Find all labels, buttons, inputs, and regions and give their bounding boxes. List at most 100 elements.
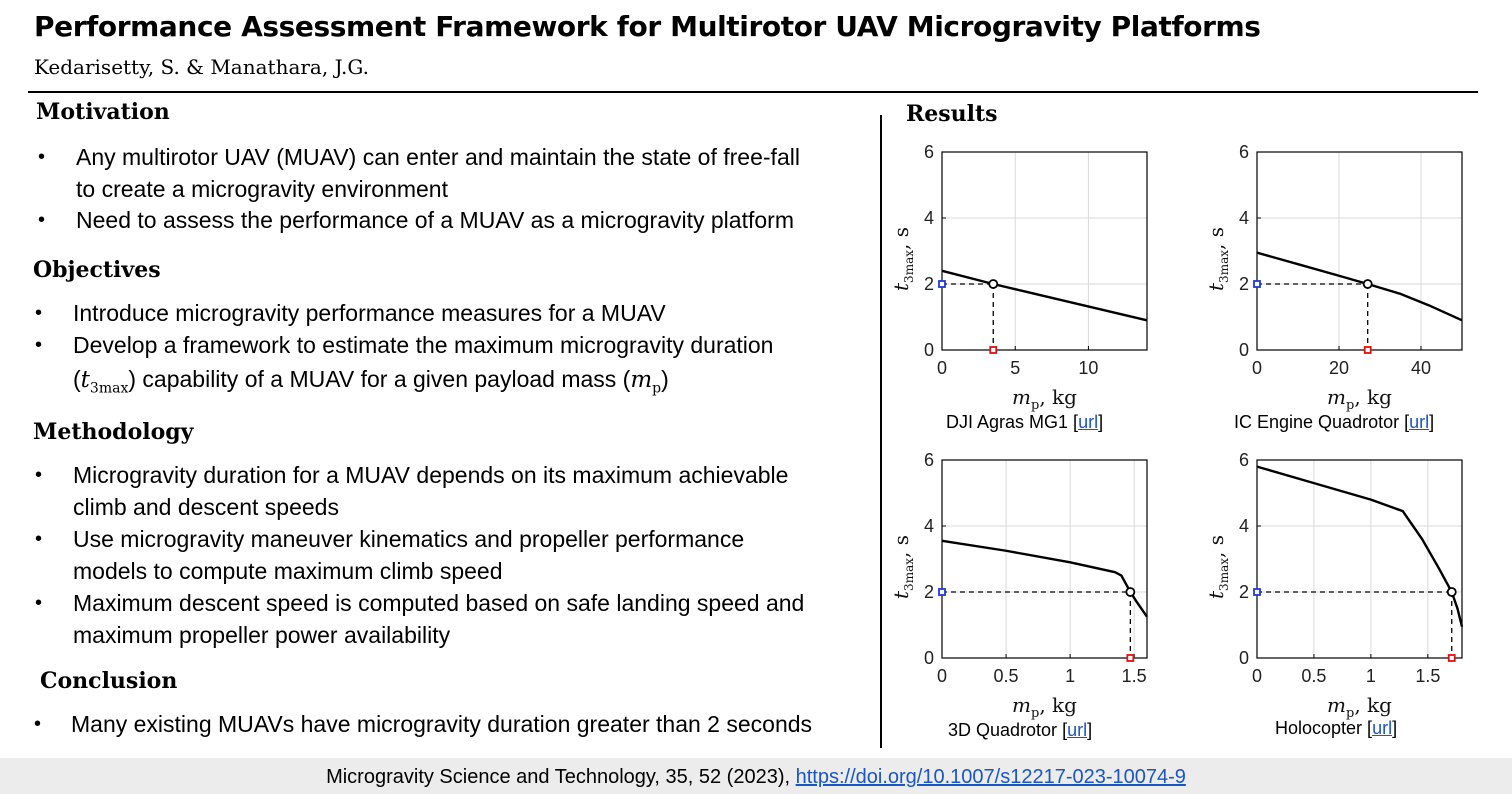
y-tick-label: 0 <box>1239 340 1249 360</box>
x-axis-label: mp, kg <box>1327 385 1392 413</box>
bullet-text: Any multirotor UAV (MUAV) can enter and … <box>76 144 800 170</box>
url-link[interactable]: url <box>1067 720 1088 740</box>
x-tick-label: 0 <box>937 666 947 686</box>
x-tick-label: 1.5 <box>1122 666 1147 686</box>
x-tick-label: 0 <box>1252 666 1262 686</box>
y-axis-marker <box>1253 280 1261 288</box>
x-axis-marker <box>1363 346 1372 354</box>
bullet-text: Use microgravity maneuver kinematics and… <box>73 526 745 552</box>
bullet-text: Develop a framework to estimate the maxi… <box>73 332 774 358</box>
series-line <box>941 539 1148 618</box>
x-tick-label: 0 <box>937 358 947 378</box>
bullet-glyph: • <box>35 334 43 356</box>
y-axis-marker <box>938 280 946 288</box>
y-tick-label: 2 <box>1239 582 1249 602</box>
y-tick-label: 4 <box>924 208 934 228</box>
t3max-symbol: t3max <box>80 367 129 397</box>
y-tick-label: 2 <box>924 582 934 602</box>
chart-ic-engine: 0 20 40 0 2 4 6 mp, kg t3max, s <box>1204 140 1480 419</box>
bullet-glyph: • <box>35 592 43 614</box>
caption-dji-agras: DJI Agras MG1 [url] <box>946 412 1104 432</box>
y-tick-label: 6 <box>1239 142 1249 162</box>
bullet-text: climb and descent speeds <box>73 494 339 520</box>
series-line <box>1256 465 1464 627</box>
bullet-text: to create a microgravity environment <box>76 176 448 202</box>
x-axis-marker <box>1126 654 1135 662</box>
bullet-glyph: • <box>35 464 43 486</box>
url-link[interactable]: url <box>1372 718 1393 738</box>
y-axis-marker <box>938 588 946 596</box>
bullet-text: Microgravity duration for a MUAV depends… <box>73 462 789 488</box>
chart-holocopter: 0 0.5 1 1.5 0 2 4 6 mp, kg t3max, s <box>1204 448 1480 727</box>
motivation-heading: Motivation <box>36 99 170 125</box>
x-tick-label: 0.5 <box>1301 666 1326 686</box>
conclusion-heading: Conclusion <box>40 668 178 694</box>
x-axis-marker <box>1447 654 1456 662</box>
methodology-heading: Methodology <box>33 419 194 445</box>
y-axis-label: t3max, s <box>1204 535 1231 599</box>
bullet-text: models to compute maximum climb speed <box>73 558 503 584</box>
objectives-heading: Objectives <box>33 257 161 283</box>
caption-3d-quadrotor: 3D Quadrotor [url] <box>948 720 1093 740</box>
chart-dji-agras: 0 5 10 0 2 4 6 mp, kg t3max, s <box>889 140 1165 419</box>
bullet-text: Many existing MUAVs have microgravity du… <box>71 711 813 737</box>
operating-point-marker <box>1125 587 1136 597</box>
operating-point-marker <box>1362 279 1373 289</box>
series-line <box>1256 251 1463 322</box>
y-tick-label: 6 <box>924 450 934 470</box>
authors: Kedarisetty, S. & Manathara, J.G. <box>34 55 370 79</box>
plot-frame <box>941 151 1148 351</box>
bullet-text: Need to assess the performance of a MUAV… <box>76 207 794 233</box>
y-tick-label: 0 <box>924 340 934 360</box>
citation: Microgravity Science and Technology, 35,… <box>326 766 1186 788</box>
bullet-glyph: • <box>35 528 43 550</box>
series-line <box>941 269 1148 322</box>
plot-frame <box>1256 459 1463 659</box>
poster-title: Performance Assessment Framework for Mul… <box>34 10 1261 43</box>
y-tick-label: 6 <box>1239 450 1249 470</box>
x-axis-label: mp, kg <box>1012 385 1077 413</box>
y-axis-label: t3max, s <box>1204 227 1231 291</box>
y-tick-label: 4 <box>1239 208 1249 228</box>
y-axis-marker <box>1253 588 1261 596</box>
caption-holocopter: Holocopter [url] <box>1275 718 1398 738</box>
mp-symbol: mp <box>630 367 662 397</box>
x-tick-label: 1.5 <box>1415 666 1440 686</box>
x-tick-label: 1 <box>1065 666 1075 686</box>
url-link[interactable]: url <box>1409 412 1430 432</box>
x-tick-label: 5 <box>1010 358 1020 378</box>
y-tick-label: 4 <box>924 516 934 536</box>
x-axis-marker <box>989 346 998 354</box>
y-axis-label: t3max, s <box>889 535 916 599</box>
y-tick-label: 0 <box>924 648 934 668</box>
y-tick-label: 4 <box>1239 516 1249 536</box>
y-axis-label: t3max, s <box>889 227 916 291</box>
plot-frame <box>1256 151 1463 351</box>
x-tick-label: 0 <box>1252 358 1262 378</box>
y-tick-label: 2 <box>924 274 934 294</box>
column-divider <box>880 115 882 748</box>
bullet-text: maximum propeller power availability <box>73 622 451 648</box>
bullet-glyph: • <box>38 146 46 168</box>
chart-3d-quadrotor: 0 0.5 1 1.5 0 2 4 6 mp, kg t3max, s <box>889 448 1165 727</box>
y-tick-label: 2 <box>1239 274 1249 294</box>
bullet-glyph: • <box>38 209 46 231</box>
y-tick-label: 6 <box>924 142 934 162</box>
x-tick-label: 10 <box>1078 358 1098 378</box>
x-tick-label: 0.5 <box>994 666 1019 686</box>
x-axis-label: mp, kg <box>1327 693 1392 721</box>
x-axis-label: mp, kg <box>1012 693 1077 721</box>
chart-svg: 0 5 10 0 2 4 6 mp, kg t3max, s <box>889 142 1148 413</box>
bullet-text: Maximum descent speed is computed based … <box>73 590 805 616</box>
results-heading: Results <box>906 101 998 127</box>
header-divider <box>28 91 1478 93</box>
footer-bar: Microgravity Science and Technology, 35,… <box>0 758 1512 794</box>
bullet-text: Introduce microgravity performance measu… <box>73 300 666 326</box>
url-link[interactable]: url <box>1078 412 1099 432</box>
chart-svg: 0 0.5 1 1.5 0 2 4 6 mp, kg t3max, s <box>889 450 1148 721</box>
x-tick-label: 40 <box>1411 358 1431 378</box>
bullet-text: (t3max) capability of a MUAV for a given… <box>73 366 669 397</box>
caption-ic-engine: IC Engine Quadrotor [url] <box>1234 412 1435 432</box>
chart-svg: 0 0.5 1 1.5 0 2 4 6 mp, kg t3max, s <box>1204 450 1464 721</box>
doi-link[interactable]: https://doi.org/10.1007/s12217-023-10074… <box>795 766 1186 788</box>
